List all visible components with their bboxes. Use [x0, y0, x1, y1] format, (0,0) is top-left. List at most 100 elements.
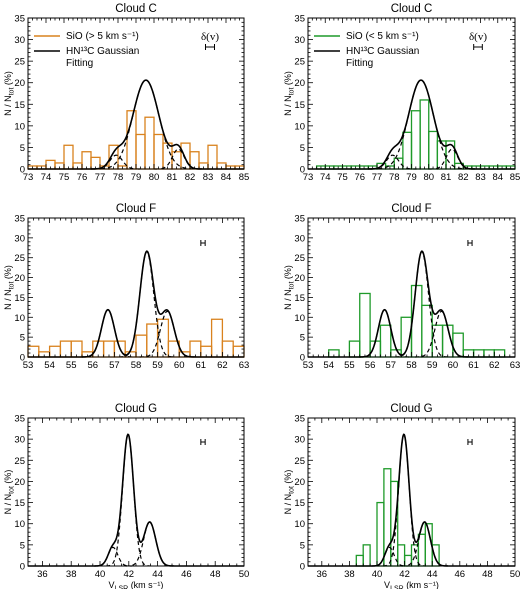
gaussian-fit-total — [28, 433, 244, 567]
y-axis-label: N / Ntot (%) — [3, 71, 16, 116]
y-tick-label: 30 — [14, 233, 25, 244]
y-tick-label: 30 — [14, 435, 25, 446]
x-tick-label: 56 — [88, 360, 99, 371]
x-tick-label: 44 — [152, 569, 163, 580]
y-tick-label: 0 — [300, 353, 305, 364]
legend-left: SiO (> 5 km s⁻¹) HN¹³C Gaussian Fitting — [34, 31, 139, 69]
x-tick-label: 75 — [337, 172, 348, 183]
x-tick-label: 63 — [510, 360, 520, 371]
y-tick-label: 35 — [14, 214, 25, 225]
y-axis-label: N / Ntot (%) — [283, 470, 296, 515]
y-tick-label: 5 — [300, 540, 305, 551]
histogram-bar — [452, 332, 464, 358]
y-tick-label: 25 — [14, 456, 25, 467]
legend-sio-fast-label: SiO (> 5 km s⁻¹) — [66, 31, 139, 42]
x-tick-label: 81 — [441, 172, 452, 183]
plot-frame — [307, 417, 516, 567]
velocity-resolution-label: δ(v) — [201, 31, 219, 43]
y-tick-label: 10 — [14, 519, 25, 530]
legend-right: SiO (< 5 km s⁻¹) HN¹³C Gaussian Fitting — [314, 31, 419, 69]
y-tick-label: 0 — [20, 562, 25, 573]
histogram-bar — [362, 544, 371, 567]
x-tick-label: 62 — [489, 360, 500, 371]
y-tick-label: 5 — [300, 143, 305, 154]
y-tick-label: 0 — [20, 353, 25, 364]
panel-title: Cloud G — [115, 403, 157, 415]
x-tick-label: 78 — [389, 172, 400, 183]
histogram-bar — [376, 501, 385, 567]
legend-fit-label-2: Fitting — [66, 58, 93, 69]
panel-cloud-c-slow: Cloud C 73 74 75 76 77 78 79 80 81 82 83 84 85 0 5 10 15 2… — [283, 3, 520, 183]
y-tick-label: 5 — [20, 540, 25, 551]
legend-fit-label: HN¹³C Gaussian — [346, 46, 419, 57]
gaussian-component-3 — [415, 310, 469, 358]
legend-fit-label-2: Fitting — [346, 58, 373, 69]
histogram-bar — [210, 318, 224, 358]
y-tick-label: 15 — [294, 498, 305, 509]
x-tick-label: 53 — [303, 360, 314, 371]
x-tick-label: 60 — [174, 360, 185, 371]
x-tick-label: 76 — [77, 172, 88, 183]
histogram-bar — [410, 544, 420, 567]
panel-cloud-g-fast: Cloud G 36 38 40 42 44 46 48 50 0 5 10 15 20 25 30 35 N /… — [3, 403, 249, 589]
y-tick-label: 15 — [14, 100, 25, 111]
histogram-bar — [428, 130, 439, 170]
histogram-bar — [383, 468, 392, 567]
y-axis-label: N / Ntot (%) — [283, 71, 296, 116]
x-tick-label: 55 — [344, 360, 355, 371]
x-tick-label: 75 — [59, 172, 70, 183]
histogram-bar — [390, 480, 399, 567]
y-tick-label: 35 — [14, 14, 25, 25]
histogram-bar — [397, 544, 406, 567]
y-tick-label: 30 — [294, 435, 305, 446]
histogram-bar — [359, 292, 371, 358]
x-tick-label: 57 — [109, 360, 120, 371]
gaussian-component-3 — [125, 521, 174, 567]
x-tick-label: 61 — [468, 360, 479, 371]
x-tick-label: 54 — [323, 360, 334, 371]
x-tick-label: 48 — [482, 569, 493, 580]
y-tick-label: 10 — [294, 121, 305, 132]
y-tick-label: 10 — [294, 313, 305, 324]
x-tick-label: 42 — [399, 569, 410, 580]
x-tick-label: 74 — [41, 172, 52, 183]
velocity-resolution-label: δ(v) — [469, 31, 487, 43]
x-tick-label: 83 — [203, 172, 214, 183]
y-tick-label: 20 — [294, 273, 305, 284]
x-tick-label: 84 — [221, 172, 232, 183]
panel-cloud-c-fast: Cloud C 73 74 75 76 77 78 79 80 81 82 83 84 85 0 5 10 15 2… — [3, 3, 249, 183]
y-tick-label: 35 — [14, 414, 25, 425]
x-tick-label: 80 — [149, 172, 160, 183]
histogram-bar — [153, 133, 164, 170]
histogram-bar — [419, 99, 430, 170]
x-tick-label: 81 — [167, 172, 178, 183]
y-tick-label: 25 — [14, 57, 25, 68]
panel-title: Cloud C — [115, 3, 157, 15]
histogram-bar — [156, 318, 170, 358]
gaussian-component-2 — [382, 433, 425, 567]
x-tick-label: 61 — [196, 360, 207, 371]
x-tick-label: 74 — [320, 172, 331, 183]
y-tick-label: 10 — [294, 519, 305, 530]
y-tick-label: 20 — [14, 477, 25, 488]
panel-cloud-f-slow: Cloud F 53 54 55 56 57 58 59 60 61 62 63 0 5 10 15 20 25 3… — [283, 203, 520, 371]
x-tick-label: 53 — [23, 360, 34, 371]
x-tick-label: 79 — [406, 172, 417, 183]
x-tick-label: 59 — [152, 360, 163, 371]
x-tick-label: 44 — [427, 569, 438, 580]
y-tick-label: 25 — [294, 456, 305, 467]
x-tick-label: 82 — [458, 172, 469, 183]
y-tick-label: 5 — [300, 333, 305, 344]
histogram-bar — [355, 554, 364, 567]
y-tick-label: 0 — [20, 165, 25, 176]
x-tick-label: 85 — [239, 172, 250, 183]
x-tick-label: 50 — [510, 569, 520, 580]
x-tick-label: 85 — [510, 172, 520, 183]
gaussian-component-1 — [82, 309, 134, 358]
x-tick-label: 59 — [427, 360, 438, 371]
x-tick-label: 73 — [303, 172, 314, 183]
y-tick-label: 10 — [14, 313, 25, 324]
histogram-bar — [135, 133, 146, 170]
y-tick-label: 10 — [14, 121, 25, 132]
